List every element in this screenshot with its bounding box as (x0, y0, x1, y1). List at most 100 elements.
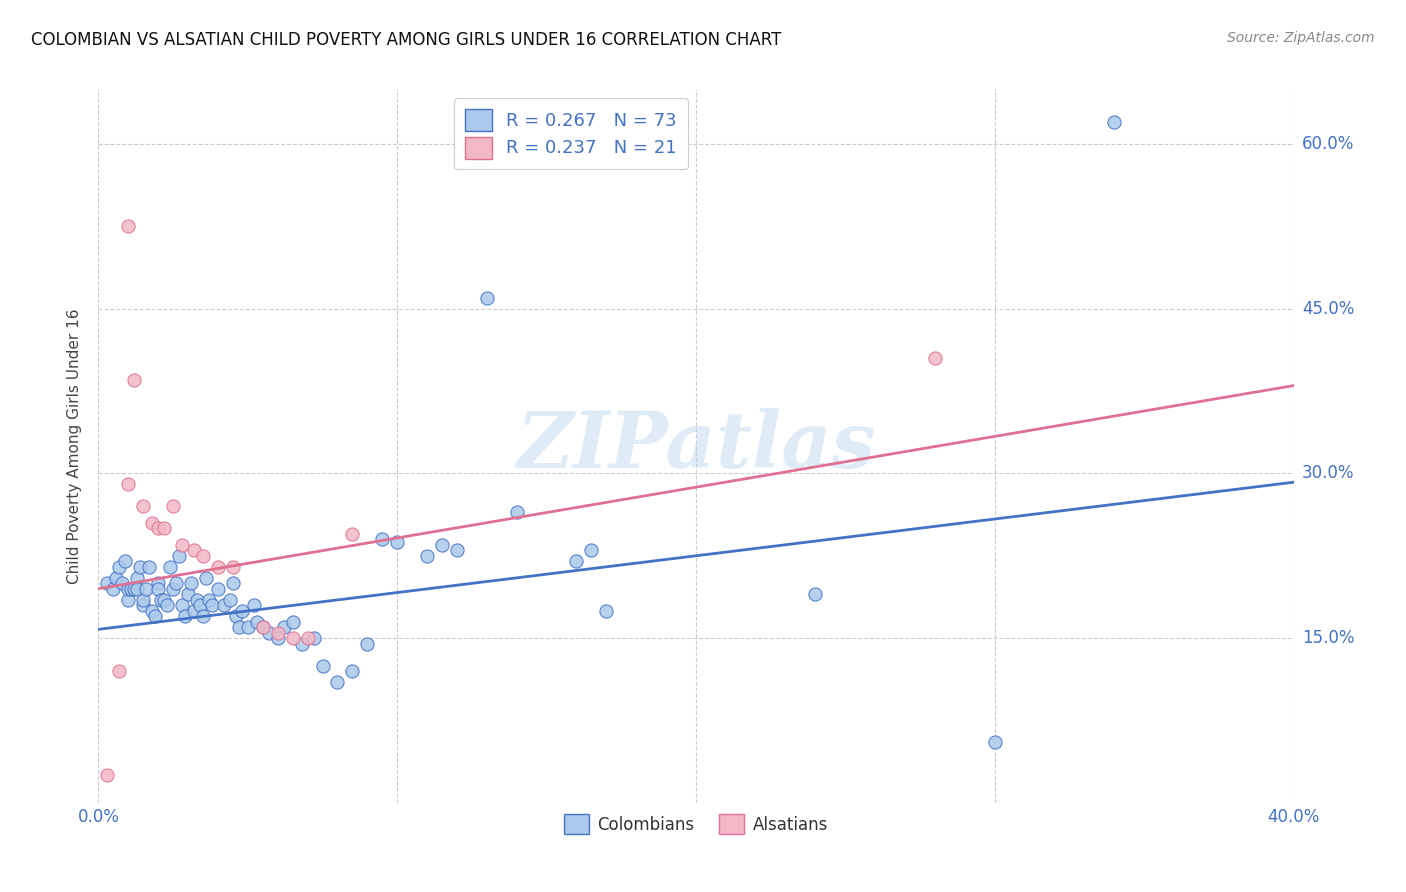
Point (297, 631, 319, 645)
Point (342, 664, 364, 678)
Point (108, 559, 131, 574)
Y-axis label: Child Poverty Among Girls Under 16: Child Poverty Among Girls Under 16 (67, 309, 83, 583)
Text: COLOMBIAN VS ALSATIAN CHILD POVERTY AMONG GIRLS UNDER 16 CORRELATION CHART: COLOMBIAN VS ALSATIAN CHILD POVERTY AMON… (31, 31, 782, 49)
Point (159, 559, 181, 574)
Point (165, 576, 187, 591)
Point (167, 549, 190, 563)
Point (222, 576, 245, 591)
Point (117, 582, 139, 596)
Point (595, 604, 617, 618)
Point (273, 620, 295, 634)
Point (141, 516, 163, 530)
Point (186, 592, 208, 607)
Point (148, 576, 170, 591)
Point (127, 571, 149, 585)
Point (236, 620, 259, 634)
Point (150, 592, 173, 607)
Text: 15.0%: 15.0% (1302, 629, 1354, 647)
Text: 60.0%: 60.0% (1302, 135, 1354, 153)
Point (257, 625, 280, 640)
Point (581, 543, 603, 558)
Point (565, 554, 588, 568)
Point (243, 598, 266, 612)
Text: Source: ZipAtlas.com: Source: ZipAtlas.com (1227, 31, 1375, 45)
Text: ZIPatlas: ZIPatlas (516, 408, 876, 484)
Point (984, 735, 1007, 749)
Point (148, 582, 170, 596)
Point (105, 571, 128, 585)
Point (114, 554, 136, 568)
Point (183, 604, 205, 618)
Point (127, 582, 149, 596)
Point (111, 576, 134, 591)
Point (446, 543, 468, 558)
Point (222, 559, 245, 574)
Point (195, 571, 218, 585)
Text: 45.0%: 45.0% (1302, 300, 1354, 318)
Point (132, 598, 155, 612)
Point (804, 587, 827, 601)
Point (180, 576, 202, 591)
Point (188, 598, 211, 612)
Point (191, 549, 214, 563)
Point (120, 582, 142, 596)
Point (228, 620, 250, 634)
Legend: Colombians, Alsatians: Colombians, Alsatians (557, 807, 835, 841)
Point (183, 543, 205, 558)
Point (267, 625, 290, 640)
Point (281, 615, 304, 629)
Point (924, 351, 946, 366)
Point (172, 598, 194, 612)
Point (311, 658, 333, 673)
Point (191, 609, 214, 624)
Point (252, 620, 274, 634)
Point (291, 637, 314, 651)
Point (326, 675, 349, 690)
Text: 30.0%: 30.0% (1302, 465, 1354, 483)
Point (96, 576, 118, 591)
Point (156, 598, 179, 612)
Point (124, 582, 146, 596)
Point (267, 631, 290, 645)
Point (198, 592, 221, 607)
Point (174, 609, 197, 624)
Point (172, 538, 194, 552)
Point (148, 521, 170, 535)
Point (246, 615, 269, 629)
Point (385, 534, 409, 549)
Point (430, 538, 453, 552)
Point (108, 664, 131, 678)
Point (117, 477, 139, 491)
Point (103, 582, 125, 596)
Point (475, 291, 498, 305)
Point (212, 598, 235, 612)
Point (225, 609, 247, 624)
Point (1104, 115, 1126, 129)
Point (356, 637, 378, 651)
Point (177, 587, 200, 601)
Point (252, 620, 274, 634)
Point (132, 500, 155, 514)
Point (302, 631, 325, 645)
Point (281, 631, 304, 645)
Point (416, 549, 439, 563)
Point (143, 609, 166, 624)
Point (371, 533, 394, 547)
Point (117, 219, 139, 234)
Point (96, 768, 118, 782)
Point (506, 505, 529, 519)
Point (135, 582, 157, 596)
Point (162, 500, 184, 514)
Point (132, 592, 155, 607)
Point (207, 582, 229, 596)
Point (153, 592, 176, 607)
Point (342, 526, 364, 541)
Point (201, 598, 224, 612)
Point (141, 604, 163, 618)
Point (219, 592, 242, 607)
Point (231, 604, 253, 618)
Point (117, 592, 139, 607)
Point (129, 559, 152, 574)
Point (153, 521, 176, 535)
Point (207, 559, 229, 574)
